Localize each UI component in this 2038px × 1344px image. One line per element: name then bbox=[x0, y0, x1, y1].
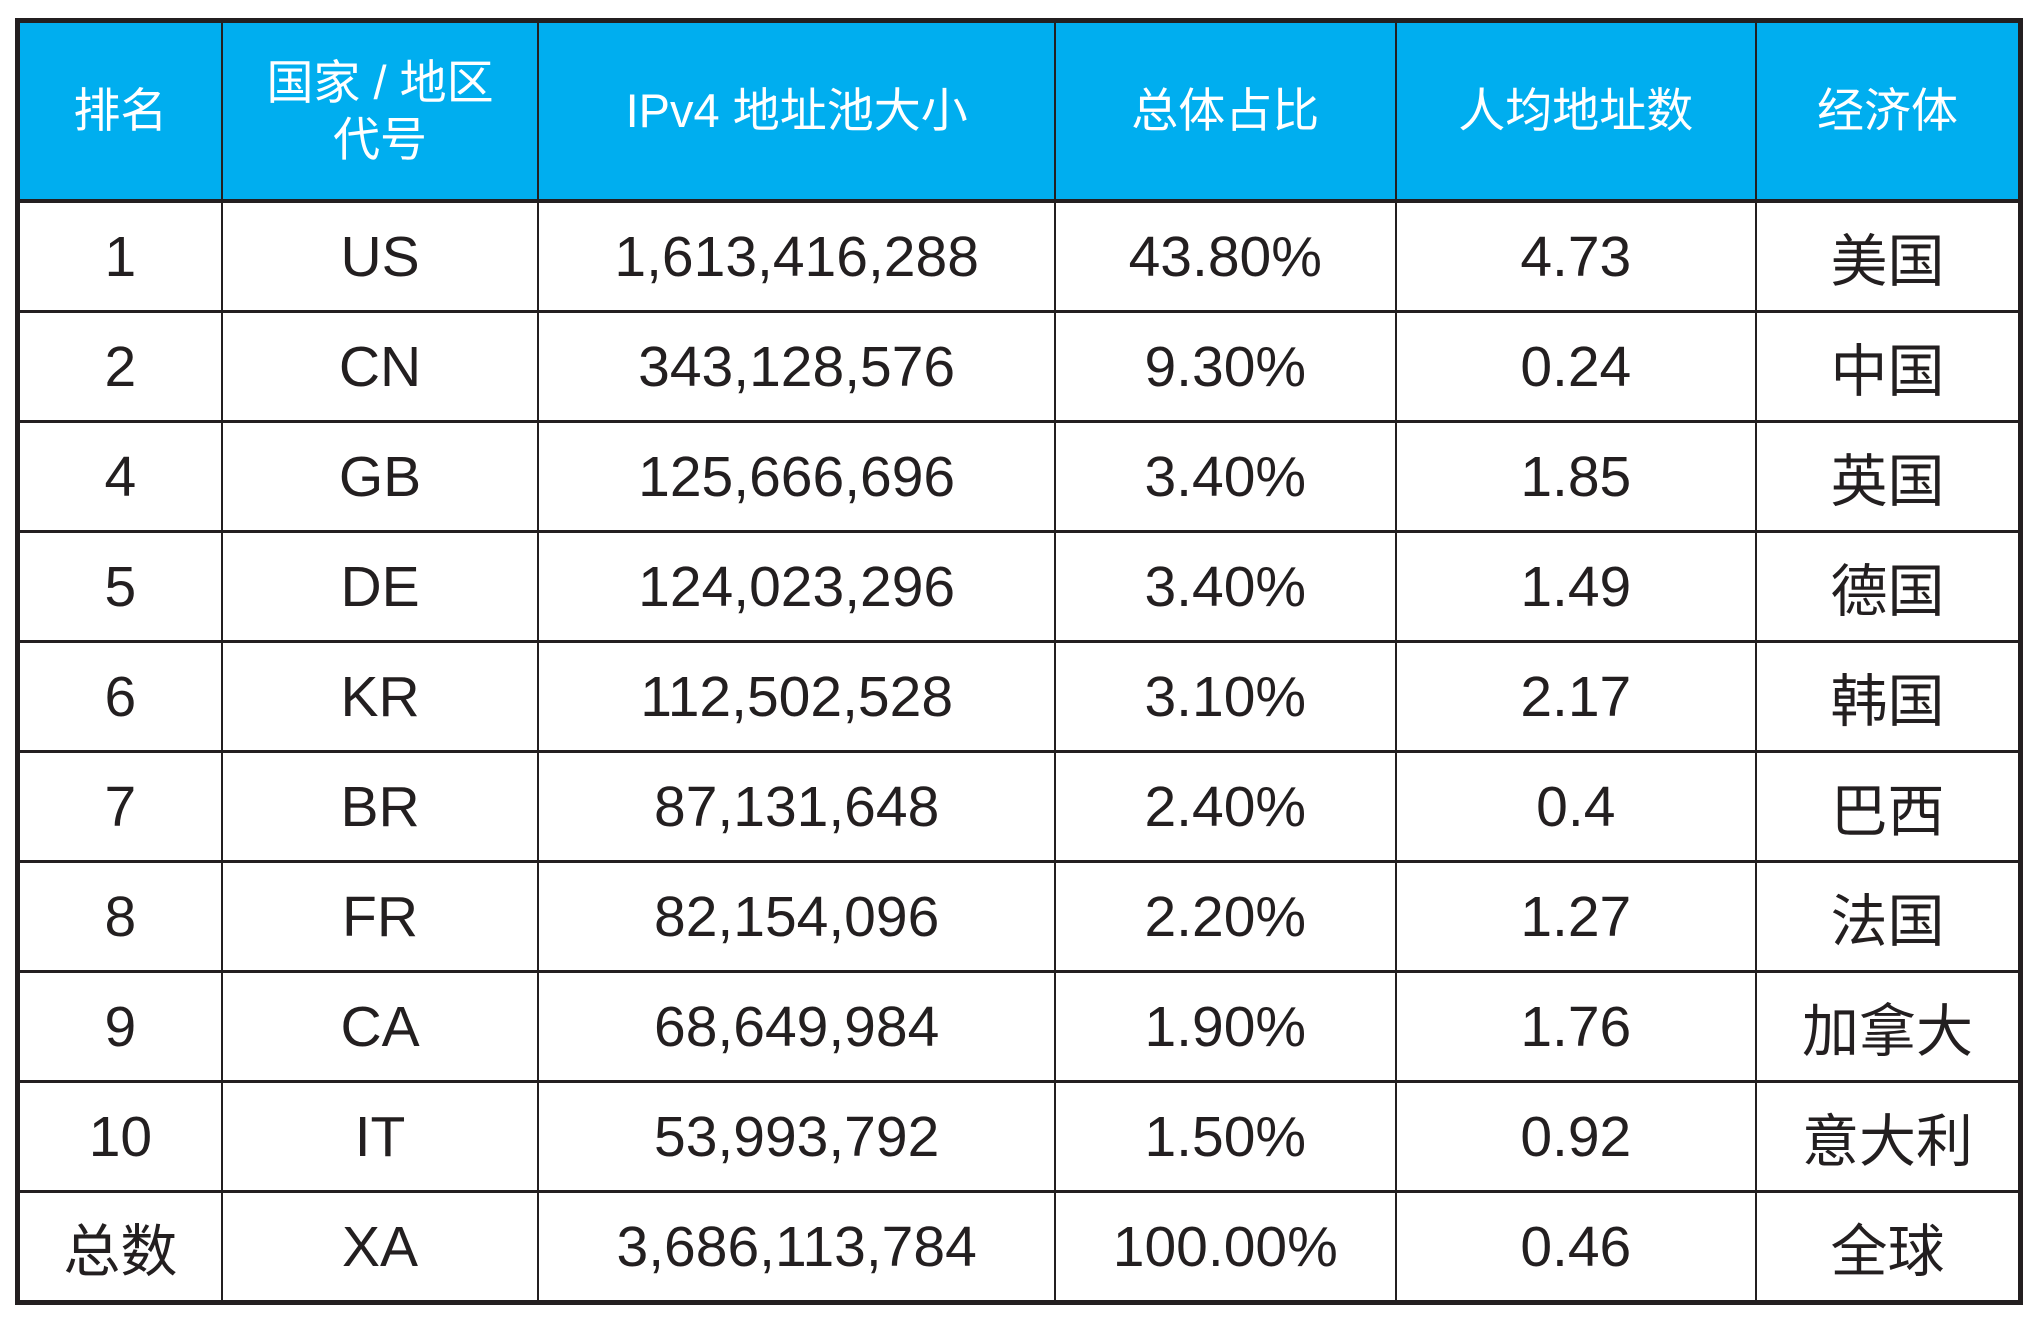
table-row: 1 US 1,613,416,288 43.80% 4.73 美国 bbox=[16, 199, 2022, 313]
cell-pool-size: 82,154,096 bbox=[537, 860, 1057, 973]
cell-share: 2.40% bbox=[1054, 750, 1397, 863]
table-row: 2 CN 343,128,576 9.30% 0.24 中国 bbox=[16, 310, 2022, 423]
cell-per-capita: 0.24 bbox=[1394, 310, 1758, 423]
cell-share: 43.80% bbox=[1054, 199, 1397, 313]
cell-per-capita: 4.73 bbox=[1394, 199, 1758, 313]
ipv4-ranking-table: 排名 国家 / 地区 代号 IPv4 地址池大小 总体占比 人均地址数 经济体 … bbox=[15, 18, 2023, 1305]
cell-code: XA bbox=[220, 1190, 540, 1304]
cell-code: CA bbox=[220, 970, 540, 1083]
col-header-per-capita: 人均地址数 bbox=[1394, 19, 1758, 203]
cell-share: 1.90% bbox=[1054, 970, 1397, 1083]
cell-pool-size: 68,649,984 bbox=[537, 970, 1057, 1083]
cell-code: KR bbox=[220, 640, 540, 753]
cell-code: DE bbox=[220, 530, 540, 643]
cell-per-capita: 2.17 bbox=[1394, 640, 1758, 753]
cell-per-capita: 1.27 bbox=[1394, 860, 1758, 973]
cell-economy: 中国 bbox=[1755, 310, 2022, 423]
cell-share: 100.00% bbox=[1054, 1190, 1397, 1304]
cell-rank: 8 bbox=[16, 860, 223, 973]
cell-economy: 德国 bbox=[1755, 530, 2022, 643]
col-header-pool-size: IPv4 地址池大小 bbox=[537, 19, 1057, 203]
col-header-rank: 排名 bbox=[16, 19, 223, 203]
cell-rank: 2 bbox=[16, 310, 223, 423]
cell-code: BR bbox=[220, 750, 540, 863]
cell-share: 1.50% bbox=[1054, 1080, 1397, 1193]
cell-share: 3.40% bbox=[1054, 420, 1397, 533]
cell-rank: 1 bbox=[16, 199, 223, 313]
cell-per-capita: 0.92 bbox=[1394, 1080, 1758, 1193]
col-header-code: 国家 / 地区 代号 bbox=[220, 19, 540, 203]
cell-economy: 法国 bbox=[1755, 860, 2022, 973]
cell-share: 9.30% bbox=[1054, 310, 1397, 423]
cell-economy: 加拿大 bbox=[1755, 970, 2022, 1083]
cell-per-capita: 1.85 bbox=[1394, 420, 1758, 533]
col-header-share: 总体占比 bbox=[1054, 19, 1397, 203]
cell-economy: 英国 bbox=[1755, 420, 2022, 533]
table-row: 4 GB 125,666,696 3.40% 1.85 英国 bbox=[16, 420, 2022, 533]
cell-pool-size: 124,023,296 bbox=[537, 530, 1057, 643]
cell-rank: 6 bbox=[16, 640, 223, 753]
cell-pool-size: 87,131,648 bbox=[537, 750, 1057, 863]
cell-pool-size: 1,613,416,288 bbox=[537, 199, 1057, 313]
cell-share: 3.40% bbox=[1054, 530, 1397, 643]
cell-code: CN bbox=[220, 310, 540, 423]
table-body: 1 US 1,613,416,288 43.80% 4.73 美国 2 CN 343,128,5… bbox=[16, 199, 2022, 1304]
cell-rank: 4 bbox=[16, 420, 223, 533]
table-row: 总数 XA 3,686,113,784 100.00% 0.46 全球 bbox=[16, 1190, 2022, 1304]
cell-economy: 意大利 bbox=[1755, 1080, 2022, 1193]
cell-economy: 巴西 bbox=[1755, 750, 2022, 863]
cell-per-capita: 0.46 bbox=[1394, 1190, 1758, 1304]
table-row: 6 KR 112,502,528 3.10% 2.17 韩国 bbox=[16, 640, 2022, 753]
table-header-row: 排名 国家 / 地区 代号 IPv4 地址池大小 总体占比 人均地址数 经济体 bbox=[16, 19, 2022, 203]
cell-rank: 总数 bbox=[16, 1190, 223, 1304]
cell-pool-size: 343,128,576 bbox=[537, 310, 1057, 423]
cell-code: GB bbox=[220, 420, 540, 533]
cell-economy: 全球 bbox=[1755, 1190, 2022, 1304]
table-row: 9 CA 68,649,984 1.90% 1.76 加拿大 bbox=[16, 970, 2022, 1083]
cell-rank: 5 bbox=[16, 530, 223, 643]
table-row: 8 FR 82,154,096 2.20% 1.27 法国 bbox=[16, 860, 2022, 973]
cell-per-capita: 0.4 bbox=[1394, 750, 1758, 863]
cell-pool-size: 3,686,113,784 bbox=[537, 1190, 1057, 1304]
table-row: 7 BR 87,131,648 2.40% 0.4 巴西 bbox=[16, 750, 2022, 863]
cell-code: IT bbox=[220, 1080, 540, 1193]
cell-share: 2.20% bbox=[1054, 860, 1397, 973]
cell-economy: 韩国 bbox=[1755, 640, 2022, 753]
table-row: 10 IT 53,993,792 1.50% 0.92 意大利 bbox=[16, 1080, 2022, 1193]
ipv4-ranking-table-container: 排名 国家 / 地区 代号 IPv4 地址池大小 总体占比 人均地址数 经济体 … bbox=[15, 18, 2023, 1305]
cell-per-capita: 1.76 bbox=[1394, 970, 1758, 1083]
cell-share: 3.10% bbox=[1054, 640, 1397, 753]
cell-rank: 7 bbox=[16, 750, 223, 863]
cell-code: US bbox=[220, 199, 540, 313]
cell-pool-size: 125,666,696 bbox=[537, 420, 1057, 533]
col-header-economy: 经济体 bbox=[1755, 19, 2022, 203]
cell-pool-size: 53,993,792 bbox=[537, 1080, 1057, 1193]
cell-rank: 9 bbox=[16, 970, 223, 1083]
cell-economy: 美国 bbox=[1755, 199, 2022, 313]
cell-code: FR bbox=[220, 860, 540, 973]
table-row: 5 DE 124,023,296 3.40% 1.49 德国 bbox=[16, 530, 2022, 643]
cell-per-capita: 1.49 bbox=[1394, 530, 1758, 643]
cell-pool-size: 112,502,528 bbox=[537, 640, 1057, 753]
cell-rank: 10 bbox=[16, 1080, 223, 1193]
